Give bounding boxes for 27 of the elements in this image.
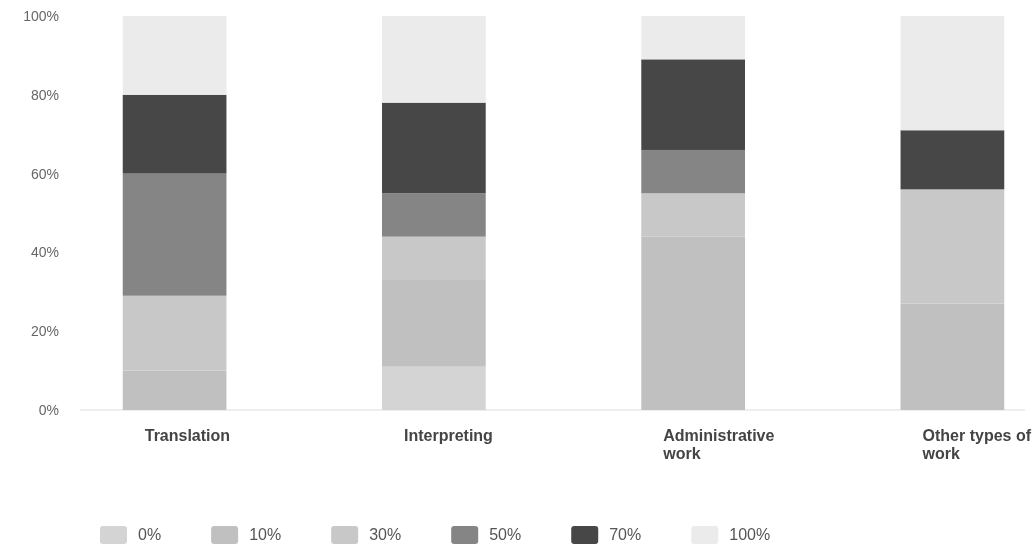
y-tick-label: 40% (30, 244, 59, 261)
legend-label: 100% (729, 526, 771, 543)
bar (382, 16, 486, 103)
bar (641, 59, 745, 150)
legend-label: 10% (249, 526, 282, 543)
x-tick-label: Interpreting (404, 427, 493, 444)
legend-label: 50% (489, 526, 522, 543)
x-tick-label: Other types of work (921, 427, 1032, 462)
bar (122, 16, 227, 95)
legend-label: 70% (609, 526, 642, 543)
y-tick-label: 20% (30, 323, 59, 340)
y-tick-label: 60% (30, 165, 59, 182)
x-tick-label: Administrative work (662, 427, 775, 462)
bar (382, 102, 486, 194)
legend-label: 0% (138, 526, 162, 543)
bar (641, 16, 745, 60)
bar (900, 16, 1005, 131)
legend-label: 30% (369, 526, 402, 543)
bar (122, 173, 227, 296)
y-tick-label: 100% (23, 7, 59, 24)
bar (382, 193, 486, 237)
y-tick-label: 80% (30, 86, 59, 103)
y-tick-label: 0% (38, 401, 59, 418)
bar (900, 130, 1005, 190)
bar (641, 149, 745, 194)
bar (122, 94, 227, 174)
x-tick-label: Translation (144, 427, 231, 444)
